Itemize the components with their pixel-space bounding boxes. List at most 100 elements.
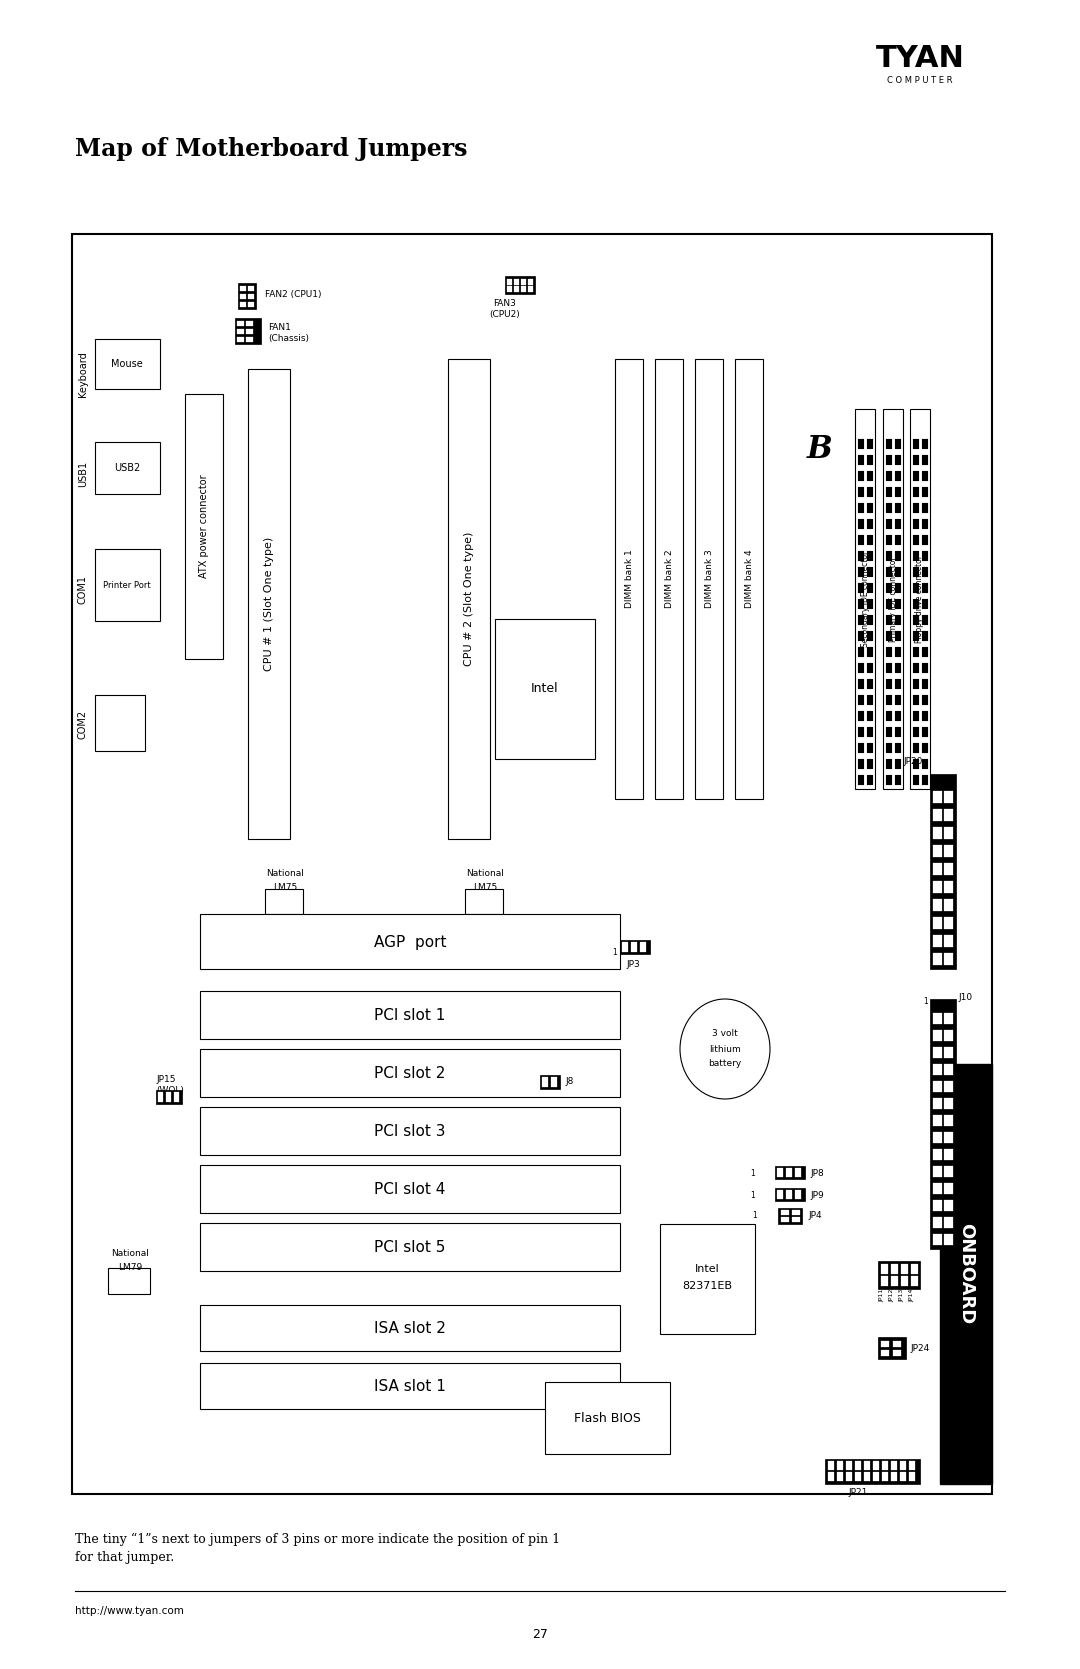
- Bar: [891, 1472, 897, 1480]
- Bar: [944, 900, 953, 911]
- Bar: [867, 743, 873, 753]
- Bar: [867, 694, 873, 704]
- Bar: [95, 339, 160, 389]
- Bar: [886, 631, 892, 641]
- Bar: [933, 900, 942, 911]
- Text: 1: 1: [751, 1168, 755, 1178]
- Text: JP4: JP4: [808, 1212, 822, 1220]
- Bar: [886, 439, 892, 449]
- Bar: [507, 285, 512, 292]
- Bar: [858, 536, 864, 546]
- Text: JP11: JP11: [879, 1288, 885, 1302]
- Bar: [886, 519, 892, 529]
- Bar: [933, 1013, 942, 1025]
- Bar: [505, 275, 535, 294]
- Bar: [846, 1460, 852, 1470]
- Bar: [895, 456, 901, 466]
- Text: battery: battery: [708, 1060, 742, 1068]
- Text: 82371EB: 82371EB: [681, 1282, 732, 1292]
- Bar: [922, 711, 928, 721]
- Bar: [867, 487, 873, 497]
- Text: FAN2 (CPU1): FAN2 (CPU1): [265, 289, 322, 299]
- Bar: [944, 1217, 953, 1228]
- Text: ONBOARD: ONBOARD: [957, 1223, 975, 1325]
- Bar: [775, 1167, 805, 1178]
- Bar: [777, 1168, 783, 1177]
- Bar: [895, 711, 901, 721]
- Bar: [867, 663, 873, 673]
- Bar: [775, 1188, 805, 1202]
- Bar: [855, 1472, 861, 1480]
- Bar: [895, 599, 901, 609]
- Bar: [235, 319, 261, 344]
- Bar: [867, 456, 873, 466]
- Bar: [922, 663, 928, 673]
- Bar: [913, 631, 919, 641]
- Bar: [886, 743, 892, 753]
- Bar: [867, 728, 873, 738]
- Bar: [185, 394, 222, 659]
- Bar: [933, 845, 942, 856]
- Bar: [886, 728, 892, 738]
- Bar: [922, 439, 928, 449]
- Bar: [615, 359, 643, 799]
- Bar: [886, 487, 892, 497]
- Bar: [922, 582, 928, 592]
- Text: Intel: Intel: [531, 683, 558, 696]
- Bar: [174, 1092, 179, 1102]
- Text: Floppy drive connector: Floppy drive connector: [916, 556, 924, 643]
- Text: Map of Motherboard Jumpers: Map of Motherboard Jumpers: [75, 137, 468, 160]
- Bar: [858, 631, 864, 641]
- Bar: [886, 759, 892, 769]
- Bar: [913, 694, 919, 704]
- Bar: [933, 935, 942, 946]
- Bar: [895, 551, 901, 561]
- Bar: [944, 881, 953, 893]
- Bar: [895, 743, 901, 753]
- Bar: [95, 694, 145, 751]
- Bar: [933, 1046, 942, 1058]
- Bar: [881, 1350, 889, 1355]
- Bar: [886, 471, 892, 481]
- Bar: [933, 1098, 942, 1108]
- Bar: [855, 409, 875, 789]
- Bar: [858, 567, 864, 577]
- Bar: [944, 916, 953, 930]
- Text: JP12: JP12: [890, 1288, 894, 1302]
- Bar: [891, 1263, 897, 1273]
- Bar: [248, 294, 254, 299]
- Bar: [514, 279, 519, 285]
- Text: http://www.tyan.com: http://www.tyan.com: [75, 1606, 184, 1616]
- Bar: [792, 1210, 800, 1215]
- Bar: [846, 1472, 852, 1480]
- Bar: [922, 599, 928, 609]
- Bar: [895, 759, 901, 769]
- Bar: [895, 774, 901, 784]
- Text: (Chassis): (Chassis): [268, 334, 309, 344]
- Bar: [895, 439, 901, 449]
- Bar: [922, 502, 928, 512]
- Text: DIMM bank 4: DIMM bank 4: [744, 549, 754, 608]
- Text: JP20: JP20: [903, 758, 922, 766]
- Bar: [913, 728, 919, 738]
- Bar: [922, 487, 928, 497]
- Bar: [240, 302, 246, 307]
- Bar: [240, 285, 246, 290]
- Bar: [944, 863, 953, 875]
- Bar: [878, 1262, 920, 1288]
- Bar: [944, 1030, 953, 1041]
- Text: PCI slot 3: PCI slot 3: [375, 1123, 446, 1138]
- Bar: [944, 809, 953, 821]
- Bar: [200, 1107, 620, 1155]
- Bar: [858, 551, 864, 561]
- Bar: [883, 409, 903, 789]
- Bar: [867, 567, 873, 577]
- Text: 3 volt: 3 volt: [712, 1030, 738, 1038]
- Bar: [933, 828, 942, 840]
- Bar: [930, 774, 956, 970]
- Bar: [922, 551, 928, 561]
- Bar: [465, 890, 503, 915]
- Bar: [881, 1340, 889, 1347]
- Bar: [200, 1050, 620, 1097]
- Text: JP21: JP21: [848, 1487, 867, 1497]
